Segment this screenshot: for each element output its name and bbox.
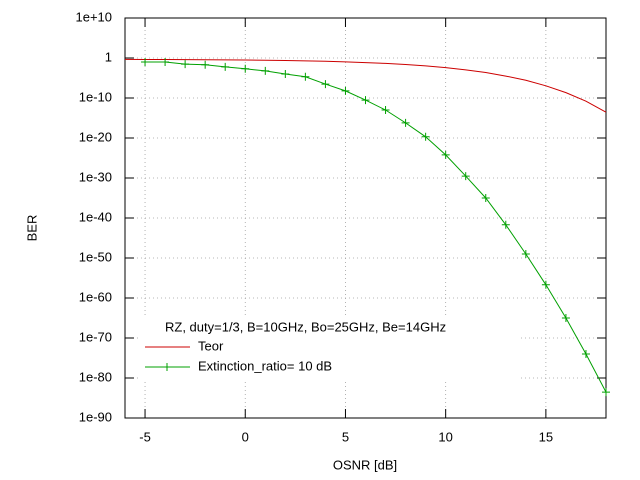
data-point [161,58,170,66]
y-tick-label: 1e+10 [75,9,112,24]
y-tick-label: 1e-30 [79,169,112,184]
y-tick-label: 1e-50 [79,249,112,264]
data-point [541,280,550,289]
data-point [141,58,150,66]
data-point [301,72,310,81]
legend-box [140,318,520,380]
data-point [441,150,450,159]
data-point [181,60,190,69]
data-point [581,350,590,358]
data-point [341,86,350,95]
x-tick-label: 0 [242,429,249,444]
data-point [461,172,470,181]
x-axis-label: OSNR [dB] [333,457,397,472]
data-point [421,132,430,141]
data-point [201,60,210,69]
data-point [381,106,390,114]
y-tick-label: 1e-70 [79,329,112,344]
series-line [124,58,607,113]
y-tick-label: 1e-20 [79,129,112,144]
x-tick-label: 5 [342,429,349,444]
data-point [281,70,290,78]
data-point [561,314,570,322]
data-point [261,66,270,75]
plot-area [125,17,606,419]
y-tick-label: 1 [105,49,112,64]
data-point [501,220,510,229]
legend-label: Teor [198,338,224,353]
y-tick-label: 1e-40 [79,209,112,224]
y-axis-label: BER [24,215,39,242]
x-tick-label: -5 [139,429,151,444]
data-point [481,194,490,202]
data-point [401,118,410,127]
data-point [361,96,370,105]
data-point [321,80,330,89]
y-tick-label: 1e-90 [79,409,112,424]
x-tick-label: 10 [438,429,452,444]
data-point [521,250,530,258]
legend-title: RZ, duty=1/3, B=10GHz, Bo=25GHz, Be=14GH… [165,319,446,334]
data-point [241,64,250,73]
legend-label: Extinction_ratio= 10 dB [198,358,332,373]
y-tick-label: 1e-10 [79,89,112,104]
data-point [221,62,230,71]
x-tick-label: 15 [539,429,553,444]
y-tick-label: 1e-80 [79,369,112,384]
data-point [602,388,610,397]
y-tick-label: 1e-60 [79,289,112,304]
legend-marker [163,363,171,371]
